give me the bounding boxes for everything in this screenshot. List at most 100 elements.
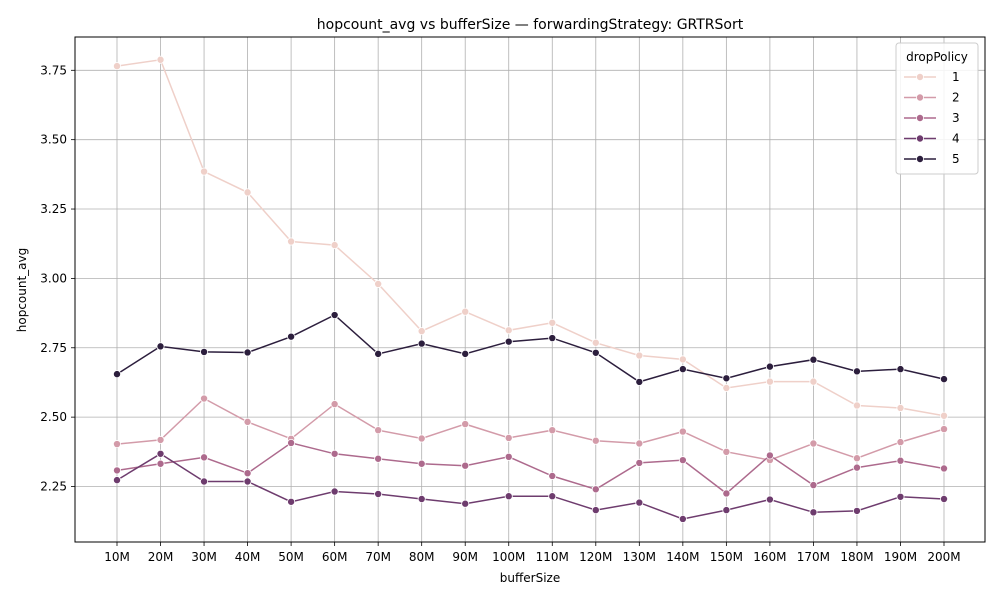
- data-point: [678, 514, 687, 523]
- data-point: [852, 401, 861, 410]
- series-line: [116, 314, 945, 383]
- data-point: [243, 188, 252, 197]
- y-axis: 2.25 2.50 2.75 3.00 3.25 3.50 3.75: [40, 63, 75, 494]
- x-tick-label: 160M: [753, 550, 786, 564]
- data-point: [113, 466, 122, 475]
- data-point: [548, 426, 557, 435]
- data-point: [287, 237, 296, 246]
- x-tick-label: 180M: [840, 550, 873, 564]
- data-point: [156, 449, 165, 458]
- legend-item-2: 2: [904, 91, 960, 105]
- data-point: [461, 461, 470, 470]
- data-point: [461, 499, 470, 508]
- x-tick-label: 90M: [452, 550, 478, 564]
- data-point: [940, 375, 949, 384]
- data-point: [722, 384, 731, 393]
- data-point: [504, 492, 513, 501]
- x-tick-label: 50M: [278, 550, 304, 564]
- x-tick-label: 130M: [623, 550, 656, 564]
- x-tick-label: 170M: [797, 550, 830, 564]
- data-point: [504, 452, 513, 461]
- data-point: [200, 453, 209, 462]
- data-point: [504, 326, 513, 335]
- data-point: [678, 427, 687, 436]
- series-2: [113, 394, 949, 465]
- data-point: [722, 374, 731, 383]
- series-line: [116, 58, 945, 417]
- data-point: [374, 489, 383, 498]
- data-point: [722, 447, 731, 456]
- y-tick-label: 2.50: [40, 410, 67, 424]
- data-point: [548, 471, 557, 480]
- data-point: [809, 481, 818, 490]
- data-point: [461, 420, 470, 429]
- data-point: [243, 348, 252, 357]
- data-point: [809, 439, 818, 448]
- data-point: [940, 494, 949, 503]
- x-tick-label: 20M: [148, 550, 174, 564]
- data-point: [156, 459, 165, 468]
- data-point: [374, 454, 383, 463]
- legend-label: 2: [952, 91, 960, 105]
- data-point: [417, 327, 426, 336]
- data-point: [461, 349, 470, 358]
- data-point: [200, 347, 209, 356]
- x-tick-label: 10M: [104, 550, 130, 564]
- data-point: [591, 348, 600, 357]
- y-tick-label: 3.25: [40, 202, 67, 216]
- data-point: [330, 241, 339, 250]
- data-point: [243, 417, 252, 426]
- data-point: [635, 458, 644, 467]
- data-point: [374, 426, 383, 435]
- legend: dropPolicy 1 2 3 4 5: [895, 42, 979, 175]
- data-point: [374, 279, 383, 288]
- legend-marker: [916, 93, 925, 102]
- data-point: [896, 492, 905, 501]
- data-point: [678, 456, 687, 465]
- data-point: [287, 332, 296, 341]
- x-tick-label: 100M: [492, 550, 525, 564]
- x-tick-label: 110M: [536, 550, 569, 564]
- x-tick-label: 150M: [710, 550, 743, 564]
- data-point: [417, 434, 426, 443]
- data-point: [896, 456, 905, 465]
- data-point: [417, 494, 426, 503]
- series-4: [113, 449, 949, 523]
- series-5: [113, 311, 949, 386]
- data-point: [765, 451, 774, 460]
- y-tick-label: 3.50: [40, 133, 67, 147]
- legend-item-5: 5: [904, 152, 960, 166]
- data-point: [809, 377, 818, 386]
- x-axis-label: bufferSize: [500, 571, 560, 585]
- series-3: [113, 438, 949, 498]
- data-point: [330, 449, 339, 458]
- data-point: [548, 334, 557, 343]
- data-point: [504, 433, 513, 442]
- data-point: [591, 485, 600, 494]
- x-tick-label: 120M: [579, 550, 612, 564]
- data-point: [287, 497, 296, 506]
- legend-marker: [916, 114, 925, 123]
- data-point: [591, 338, 600, 347]
- data-point: [287, 438, 296, 447]
- data-point: [113, 62, 122, 71]
- data-point: [417, 339, 426, 348]
- data-point: [852, 506, 861, 515]
- data-point: [678, 355, 687, 364]
- data-point: [765, 377, 774, 386]
- data-point: [330, 311, 339, 320]
- legend-marker: [916, 73, 925, 82]
- data-point: [940, 425, 949, 434]
- y-tick-label: 3.00: [40, 271, 67, 285]
- x-tick-label: 190M: [884, 550, 917, 564]
- data-point: [678, 365, 687, 374]
- series-line: [116, 452, 945, 520]
- y-tick-label: 2.25: [40, 480, 67, 494]
- data-point: [940, 411, 949, 420]
- legend-title: dropPolicy: [906, 50, 968, 64]
- data-point: [200, 394, 209, 403]
- data-point: [635, 377, 644, 386]
- legend-marker: [916, 134, 925, 143]
- x-tick-label: 140M: [666, 550, 699, 564]
